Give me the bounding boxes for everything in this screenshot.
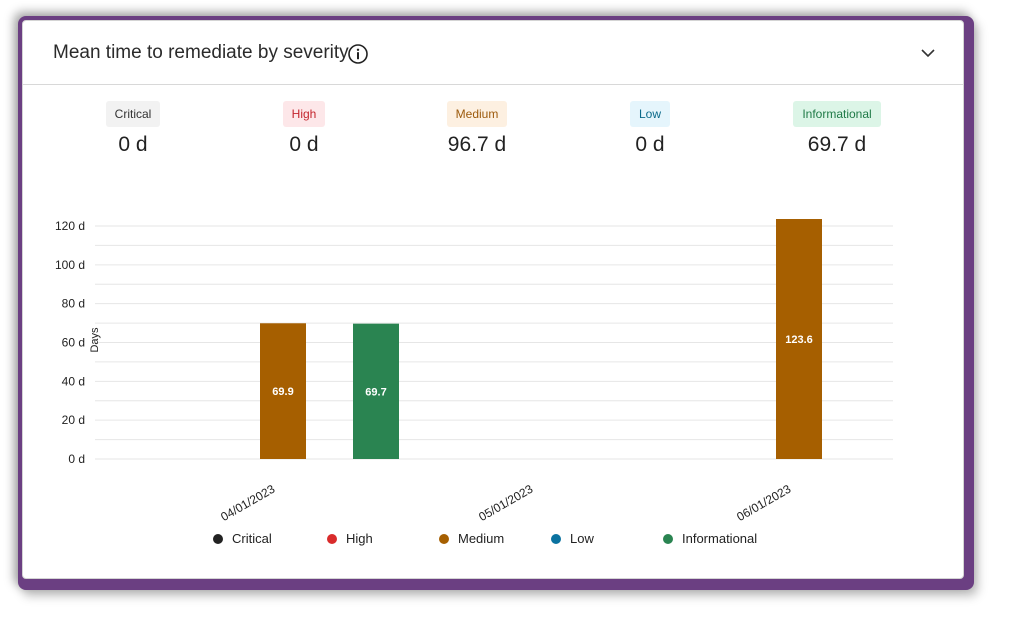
chevron-down-icon[interactable] bbox=[920, 45, 936, 61]
stat-medium-value: 96.7 d bbox=[447, 133, 507, 156]
bar-data-label: 123.6 bbox=[785, 334, 813, 346]
legend-item-low[interactable]: Low bbox=[551, 531, 594, 546]
stat-high-value: 0 d bbox=[289, 133, 319, 156]
x-tick-label: 05/01/2023 bbox=[476, 482, 535, 521]
stat-high: High 0 d bbox=[224, 101, 384, 157]
stat-medium: Medium 96.7 d bbox=[397, 101, 557, 157]
y-axis-label: Days bbox=[89, 327, 101, 353]
stat-critical-label: Critical bbox=[105, 101, 161, 127]
x-tick-label: 06/01/2023 bbox=[734, 482, 793, 521]
bar-informational-0 bbox=[353, 323, 399, 459]
legend-label: Low bbox=[570, 531, 594, 546]
stat-critical: Critical 0 d bbox=[53, 101, 213, 157]
card-title: Mean time to remediate by severity bbox=[53, 42, 349, 63]
legend-dot bbox=[551, 533, 561, 544]
legend-label: Critical bbox=[232, 531, 272, 546]
legend-label: High bbox=[346, 531, 373, 546]
stat-informational-label: Informational bbox=[793, 101, 881, 127]
chart-legend: Critical High Medium Low Informational bbox=[213, 531, 813, 551]
mttr-card: Mean time to remediate by severity Criti… bbox=[22, 20, 964, 579]
legend-item-high[interactable]: High bbox=[327, 531, 373, 546]
legend-item-informational[interactable]: Informational bbox=[663, 531, 757, 546]
bar-data-label: 69.7 bbox=[365, 386, 386, 398]
stat-high-label: High bbox=[282, 101, 326, 127]
y-tick-label: 40 d bbox=[62, 374, 85, 388]
stat-low-value: 0 d bbox=[635, 133, 665, 156]
y-tick-label: 60 d bbox=[62, 336, 85, 350]
stat-medium-label: Medium bbox=[446, 101, 508, 127]
legend-label: Informational bbox=[682, 531, 758, 546]
legend-item-medium[interactable]: Medium bbox=[439, 531, 504, 546]
bar-medium-2 bbox=[776, 219, 822, 459]
y-tick-label: 120 d bbox=[55, 219, 85, 233]
y-tick-label: 80 d bbox=[62, 297, 85, 311]
stat-low: Low 0 d bbox=[570, 101, 730, 157]
bar-data-label: 69.9 bbox=[272, 386, 293, 398]
stat-informational: Informational 69.7 d bbox=[757, 101, 917, 157]
stat-critical-value: 0 d bbox=[118, 133, 148, 156]
legend-dot bbox=[327, 533, 337, 544]
legend-label: Medium bbox=[458, 531, 505, 546]
info-circle-icon[interactable] bbox=[347, 43, 369, 65]
stat-informational-value: 69.7 d bbox=[807, 133, 867, 156]
y-tick-label: 0 d bbox=[68, 452, 85, 466]
legend-item-critical[interactable]: Critical bbox=[213, 531, 272, 546]
y-tick-label: 20 d bbox=[62, 413, 85, 427]
legend-dot bbox=[213, 533, 223, 544]
stat-low-label: Low bbox=[629, 101, 670, 127]
y-tick-label: 100 d bbox=[55, 258, 85, 272]
legend-dot bbox=[439, 533, 449, 544]
legend-dot bbox=[663, 533, 673, 544]
card-header: Mean time to remediate by severity bbox=[23, 21, 963, 85]
mttr-bar-chart: 0 d 20 d 40 d 60 d 80 d 100 d 120 d Days 69.9 69.… bbox=[55, 219, 893, 521]
bar-medium-0 bbox=[260, 323, 306, 459]
x-tick-label: 04/01/2023 bbox=[218, 482, 277, 521]
